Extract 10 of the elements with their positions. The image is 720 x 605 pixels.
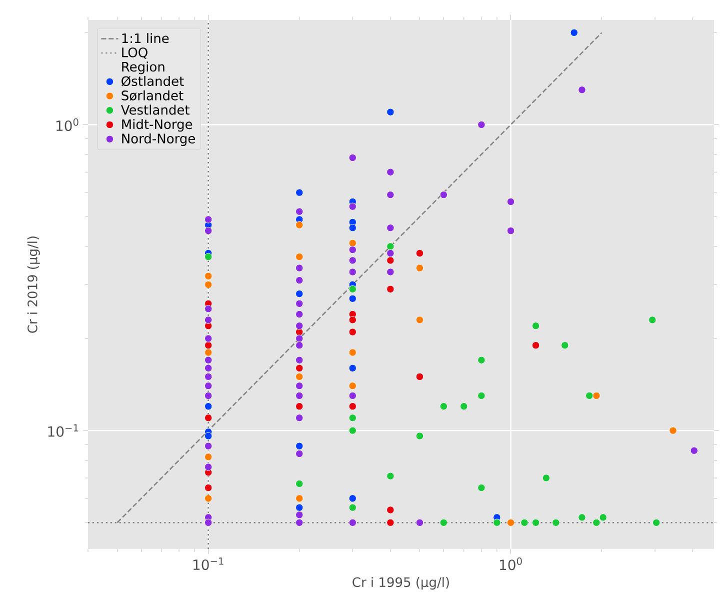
legend-label: Midt-Norge: [122, 119, 192, 132]
legend-label: Østlandet: [122, 76, 184, 86]
y-axis-title: Cr i 2019 (µg/l): [27, 236, 40, 333]
legend-label: 1:1 line: [122, 33, 169, 44]
x-axis-title: Cr i 1995 (µg/l): [352, 577, 449, 590]
legend-label: LOQ: [122, 47, 148, 59]
legend-title: Region: [122, 62, 164, 74]
legend-label: Sørlandet: [122, 90, 184, 101]
legend-label: Vestlandet: [120, 104, 190, 115]
legend-label: Nord-Norge: [122, 133, 195, 146]
